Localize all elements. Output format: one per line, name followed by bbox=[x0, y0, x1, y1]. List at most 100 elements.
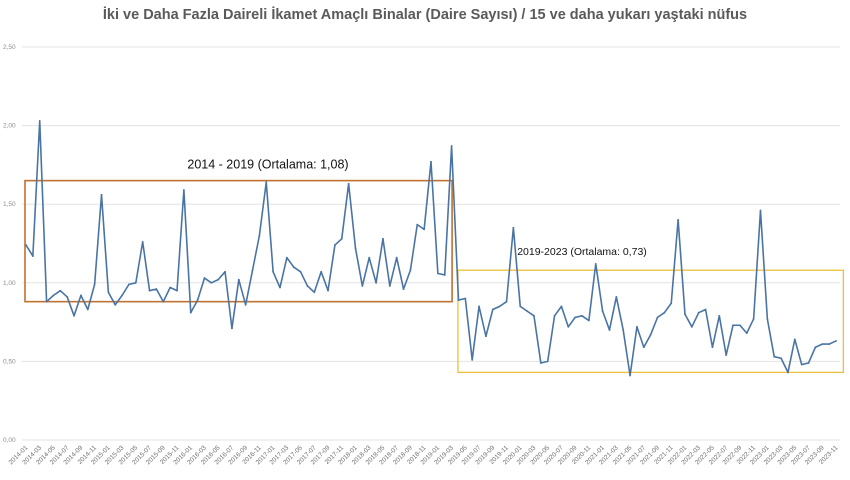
data-point bbox=[361, 285, 364, 287]
data-point bbox=[649, 333, 652, 336]
data-point bbox=[684, 313, 686, 316]
data-point bbox=[828, 343, 831, 346]
data-point bbox=[375, 281, 377, 284]
annotation-boxes: 2014 - 2019 (Ortalama: 1,08) 2019-2023 (O… bbox=[24, 158, 845, 374]
data-point bbox=[327, 289, 329, 292]
data-point bbox=[725, 354, 728, 357]
annotation-label: 2019-2023 (Ortalama: 0,73) bbox=[517, 246, 647, 258]
data-point bbox=[745, 332, 748, 335]
data-point bbox=[711, 346, 714, 349]
data-point bbox=[546, 360, 549, 363]
data-point bbox=[498, 305, 501, 308]
data-point bbox=[670, 302, 673, 305]
data-point bbox=[732, 324, 734, 327]
annotation-label: 2014 - 2019 (Ortalama: 1,08) bbox=[187, 158, 348, 172]
data-point bbox=[148, 289, 151, 292]
data-point bbox=[423, 228, 426, 231]
data-point bbox=[320, 270, 323, 273]
data-point bbox=[354, 247, 357, 250]
data-point bbox=[533, 314, 535, 317]
data-point bbox=[787, 371, 789, 374]
data-point bbox=[526, 310, 529, 312]
y-tick-label: 1,00 bbox=[3, 280, 16, 287]
data-point bbox=[464, 297, 467, 300]
data-point bbox=[80, 294, 82, 297]
data-point bbox=[265, 181, 268, 184]
data-point bbox=[780, 357, 782, 360]
data-point bbox=[581, 314, 583, 317]
data-point bbox=[189, 311, 192, 314]
data-point bbox=[409, 269, 412, 272]
data-point bbox=[539, 362, 542, 364]
data-point bbox=[251, 269, 254, 272]
data-point bbox=[244, 303, 247, 306]
data-point bbox=[718, 314, 721, 317]
data-point bbox=[86, 308, 89, 311]
data-point bbox=[642, 346, 645, 349]
data-point bbox=[505, 300, 508, 303]
gridlines bbox=[22, 46, 840, 441]
data-point bbox=[478, 305, 480, 308]
y-tick-label: 0,50 bbox=[3, 358, 16, 365]
data-point bbox=[436, 272, 439, 275]
data-point bbox=[155, 288, 158, 290]
data-point bbox=[333, 244, 336, 246]
series-layer bbox=[25, 119, 837, 377]
data-point bbox=[368, 256, 371, 259]
data-point bbox=[738, 324, 741, 327]
data-point bbox=[217, 278, 220, 281]
data-point bbox=[512, 226, 515, 229]
data-point bbox=[169, 286, 172, 289]
data-point bbox=[272, 270, 275, 273]
data-point bbox=[821, 343, 824, 346]
data-point bbox=[615, 296, 618, 298]
y-tick-label: 0,00 bbox=[3, 437, 16, 444]
annotation-box bbox=[24, 179, 453, 303]
data-point bbox=[388, 285, 391, 287]
data-point bbox=[587, 319, 590, 322]
chart-title: İki ve Daha Fazla Daireli İkamet Amaçlı … bbox=[102, 7, 748, 23]
data-point bbox=[663, 311, 666, 314]
data-point bbox=[773, 355, 776, 358]
data-point bbox=[690, 325, 693, 328]
annotation-box bbox=[457, 269, 845, 374]
y-axis-ticks: 0,00 0,50 1,00 1,50 2,00 2,50 bbox=[3, 44, 16, 444]
data-point bbox=[793, 338, 796, 341]
data-point bbox=[121, 294, 124, 297]
data-point bbox=[203, 277, 206, 279]
y-tick-label: 2,50 bbox=[3, 44, 16, 51]
data-point bbox=[553, 314, 556, 317]
data-point bbox=[622, 329, 625, 331]
data-point bbox=[134, 281, 137, 284]
y-tick-label: 2,00 bbox=[3, 123, 16, 130]
data-point bbox=[471, 358, 474, 361]
data-point bbox=[347, 182, 350, 185]
data-point bbox=[402, 288, 405, 290]
data-point bbox=[45, 300, 48, 303]
data-point bbox=[93, 283, 96, 286]
data-point bbox=[285, 256, 288, 259]
data-point bbox=[800, 363, 803, 366]
data-point bbox=[567, 325, 570, 328]
data-point bbox=[114, 303, 117, 306]
data-point bbox=[395, 256, 398, 259]
data-point bbox=[279, 286, 281, 289]
data-point bbox=[59, 289, 62, 292]
data-point bbox=[560, 305, 563, 308]
data-point bbox=[704, 308, 707, 311]
data-point bbox=[697, 311, 700, 314]
data-point bbox=[814, 346, 817, 349]
data-point bbox=[457, 299, 460, 301]
data-point bbox=[52, 294, 55, 297]
data-point bbox=[491, 308, 494, 311]
data-point bbox=[210, 281, 213, 284]
data-point bbox=[382, 237, 384, 240]
data-point bbox=[128, 283, 130, 286]
data-point bbox=[38, 119, 41, 122]
x-axis-ticks: 2014-012014-032014-052014-072014-092014-… bbox=[8, 444, 840, 466]
data-point bbox=[450, 145, 453, 147]
data-point bbox=[601, 310, 604, 312]
data-point bbox=[759, 209, 762, 212]
data-point bbox=[313, 291, 316, 294]
